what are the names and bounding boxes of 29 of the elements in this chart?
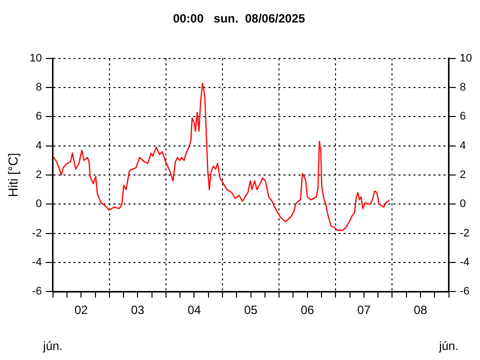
y2-tick-label: 4 <box>460 140 466 152</box>
y2-tick-label: 0 <box>460 198 466 210</box>
x-tick-label: 04 <box>188 303 202 318</box>
x-tick-label: 08 <box>414 303 428 318</box>
y-tick-label: 10 <box>30 52 42 64</box>
y2-tick-label: -6 <box>460 286 470 298</box>
y2-tick-label: 8 <box>460 82 466 94</box>
y-tick-label: 4 <box>36 140 42 152</box>
x-tick-label: 03 <box>131 303 145 318</box>
chart-title: 00:00 sun. 08/06/2025 <box>172 12 306 26</box>
y-tick-label: 2 <box>36 169 42 182</box>
y2-tick-label: -4 <box>460 256 470 268</box>
x-tick-label: 05 <box>244 303 258 318</box>
y2-tick-label: -2 <box>460 227 470 240</box>
y-axis-title: Hiti [°C] <box>5 152 20 198</box>
x-tick-label: 07 <box>357 303 371 318</box>
y-tick-label: -2 <box>32 227 42 240</box>
text: jún. <box>42 339 63 353</box>
y2-tick-label: 10 <box>460 52 472 64</box>
y-tick-label: 0 <box>36 198 42 210</box>
y-tick-label: -4 <box>32 256 42 268</box>
y-tick-label: 8 <box>36 82 42 94</box>
text: jún. <box>438 339 458 353</box>
y-tick-label: 6 <box>36 110 42 123</box>
x-tick-label: 02 <box>74 303 88 318</box>
y2-tick-label: 2 <box>460 169 466 182</box>
x-tick-label: 06 <box>300 303 314 318</box>
y2-tick-label: 6 <box>460 110 466 123</box>
y-tick-label: -6 <box>32 286 42 298</box>
